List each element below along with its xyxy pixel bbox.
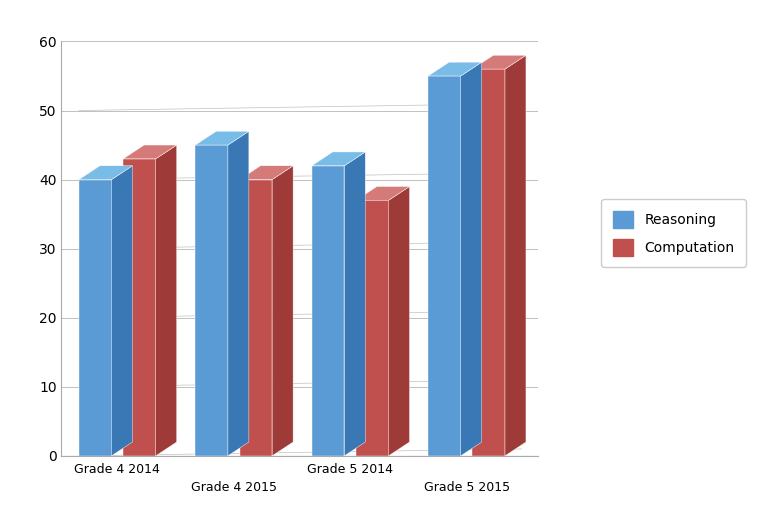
Legend: Reasoning, Computation: Reasoning, Computation <box>601 199 746 267</box>
Polygon shape <box>156 145 177 456</box>
Polygon shape <box>123 159 156 456</box>
Polygon shape <box>272 166 293 456</box>
Polygon shape <box>111 166 132 456</box>
Polygon shape <box>312 166 344 456</box>
Polygon shape <box>472 55 526 69</box>
Polygon shape <box>79 166 132 180</box>
Polygon shape <box>240 166 293 180</box>
Polygon shape <box>429 62 482 76</box>
Polygon shape <box>389 186 409 456</box>
Polygon shape <box>429 76 461 456</box>
Polygon shape <box>356 186 409 200</box>
Polygon shape <box>79 180 111 456</box>
Polygon shape <box>505 55 526 456</box>
Polygon shape <box>195 131 249 145</box>
Polygon shape <box>228 131 249 456</box>
Polygon shape <box>461 62 482 456</box>
Polygon shape <box>356 200 389 456</box>
Polygon shape <box>195 145 228 456</box>
Polygon shape <box>123 145 177 159</box>
Polygon shape <box>240 180 272 456</box>
Polygon shape <box>312 152 366 166</box>
Polygon shape <box>472 69 505 456</box>
Polygon shape <box>344 152 366 456</box>
